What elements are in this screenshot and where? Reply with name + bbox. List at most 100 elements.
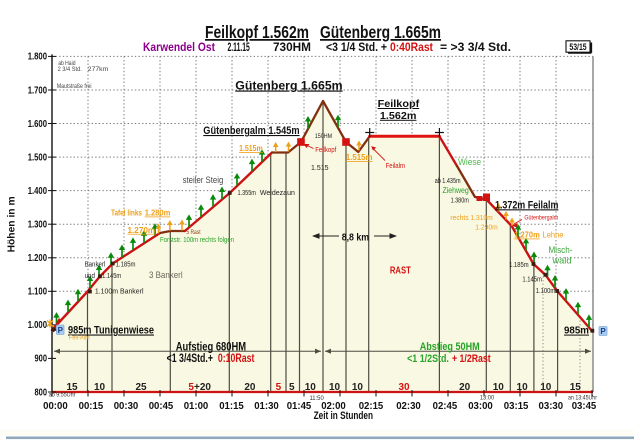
svg-text:900: 900	[35, 354, 48, 365]
svg-text:= >3 3/4 Std.: = >3 3/4 Std.	[440, 42, 511, 54]
svg-text:730HM: 730HM	[273, 42, 311, 54]
svg-text:02:15: 02:15	[359, 401, 384, 412]
svg-text:1.280m: 1.280m	[145, 209, 171, 218]
svg-text:2 3/4 Std.: 2 3/4 Std.	[58, 66, 82, 73]
svg-text:1.145m: 1.145m	[522, 277, 542, 284]
svg-text:Feil-Alm: Feil-Alm	[69, 335, 90, 342]
svg-text:1.290m: 1.290m	[475, 222, 498, 231]
svg-text:Karwendel Ost: Karwendel Ost	[143, 42, 215, 54]
svg-text:00:00: 00:00	[43, 401, 68, 412]
svg-text:01:15: 01:15	[219, 401, 244, 412]
svg-text:1.355m: 1.355m	[238, 190, 257, 197]
svg-text:1.185m: 1.185m	[509, 262, 529, 269]
svg-text:Misch-: Misch-	[549, 245, 573, 256]
svg-text:+ 1/2Rast: + 1/2Rast	[452, 353, 491, 365]
svg-text:5: 5	[289, 382, 295, 393]
svg-text:11:50: 11:50	[309, 395, 324, 402]
svg-text:Aufstieg 680HM: Aufstieg 680HM	[176, 341, 246, 353]
svg-text:1.515m: 1.515m	[346, 153, 373, 162]
svg-text:Bankerl: Bankerl	[85, 261, 106, 268]
svg-text:und: und	[85, 273, 95, 280]
svg-text:20: 20	[244, 382, 256, 393]
svg-text:20: 20	[459, 382, 471, 393]
svg-text:0:40Rast: 0:40Rast	[390, 42, 433, 54]
svg-text:277km: 277km	[88, 66, 108, 73]
svg-text:1.515m: 1.515m	[239, 144, 263, 153]
svg-text:985m Tunigenwiese: 985m Tunigenwiese	[68, 325, 154, 337]
svg-text:10: 10	[493, 382, 505, 393]
svg-text:1.700: 1.700	[28, 85, 48, 96]
svg-text:Feilalm: Feilalm	[386, 163, 406, 170]
svg-text:00:30: 00:30	[114, 401, 139, 412]
svg-text:P: P	[600, 327, 606, 336]
svg-text:Tafel links: Tafel links	[111, 209, 142, 218]
svg-text:Abstieg 50HM: Abstieg 50HM	[420, 341, 480, 353]
svg-text:02:00: 02:00	[321, 401, 346, 412]
svg-text:Wiese: Wiese	[458, 157, 481, 167]
svg-text:<1 1/2Std.: <1 1/2Std.	[407, 353, 449, 365]
svg-text:Forststr. 100m rechts folgen: Forststr. 100m rechts folgen	[160, 235, 234, 244]
svg-text:985m: 985m	[564, 326, 589, 337]
svg-text:Feilkopf: Feilkopf	[315, 147, 336, 154]
svg-text:25: 25	[135, 382, 147, 393]
svg-text:5: 5	[276, 382, 282, 393]
svg-text:10: 10	[517, 382, 529, 393]
svg-text:Zeit in Stunden: Zeit in Stunden	[314, 410, 374, 422]
svg-text:13:00: 13:00	[480, 395, 495, 402]
svg-text:8,8 km: 8,8 km	[342, 232, 369, 244]
svg-text:800: 800	[35, 387, 48, 398]
svg-text:03:15: 03:15	[504, 401, 529, 412]
svg-text:Gütenberg 1.665m: Gütenberg 1.665m	[320, 22, 441, 42]
svg-text:2.11.15: 2.11.15	[228, 42, 251, 54]
svg-text:Gütenberg 1.665m: Gütenberg 1.665m	[235, 80, 342, 93]
svg-text:10: 10	[305, 382, 317, 393]
svg-text:03:45: 03:45	[572, 401, 597, 412]
svg-text:1.100: 1.100	[28, 287, 48, 298]
svg-text:rechts 1.310m: rechts 1.310m	[450, 213, 492, 222]
svg-text:10: 10	[94, 382, 106, 393]
svg-text:01:00: 01:00	[184, 401, 209, 412]
svg-text:Gütenbergalm 1.545m: Gütenbergalm 1.545m	[203, 125, 299, 137]
svg-text:10: 10	[352, 382, 364, 393]
svg-text:0:10Rast: 0:10Rast	[218, 353, 255, 365]
svg-text:150HM: 150HM	[315, 133, 332, 140]
svg-text:01:30: 01:30	[254, 401, 279, 412]
svg-text:3 Bankerl: 3 Bankerl	[149, 270, 183, 280]
svg-text:02:30: 02:30	[396, 401, 421, 412]
svg-text:1.500: 1.500	[28, 152, 48, 163]
svg-text:P: P	[58, 326, 64, 335]
svg-text:Höhen in m: Höhen in m	[6, 196, 18, 252]
svg-text:1.270m: 1.270m	[514, 231, 540, 240]
svg-text:1.515: 1.515	[311, 165, 329, 172]
svg-text:1.185m: 1.185m	[116, 261, 136, 268]
svg-text:Ziehweg: Ziehweg	[443, 185, 470, 195]
svg-text:RAST: RAST	[390, 264, 411, 276]
svg-text:5+20: 5+20	[188, 382, 211, 393]
svg-text:an 13:45Uhr: an 13:45Uhr	[568, 395, 597, 402]
svg-text:ab Haid: ab Haid	[58, 60, 76, 67]
svg-text:15: 15	[66, 382, 78, 393]
svg-text:ab 1.435m: ab 1.435m	[435, 178, 461, 185]
svg-text:wald: wald	[552, 256, 572, 267]
svg-text:1.100m Bankerl: 1.100m Bankerl	[95, 289, 144, 296]
svg-text:00:45: 00:45	[149, 401, 174, 412]
svg-text:1.200: 1.200	[28, 253, 48, 264]
svg-text:ab 9:55Uhr: ab 9:55Uhr	[49, 392, 76, 399]
svg-text:01:45: 01:45	[287, 401, 312, 412]
svg-text:Feilkopf 1.562m: Feilkopf 1.562m	[205, 22, 309, 42]
svg-text:00:15: 00:15	[79, 401, 104, 412]
svg-text:<3 1/4 Std. +: <3 1/4 Std. +	[326, 42, 387, 54]
svg-text:Weidezaun: Weidezaun	[260, 190, 295, 197]
svg-text:1.300: 1.300	[28, 220, 48, 231]
svg-text:1.100m: 1.100m	[536, 288, 556, 295]
svg-text:53/15: 53/15	[569, 42, 587, 53]
svg-text:10: 10	[540, 382, 552, 393]
svg-text:<1 3/4Std.+: <1 3/4Std.+	[167, 353, 214, 365]
svg-text:1.800: 1.800	[28, 52, 48, 63]
svg-text:1.372m Feilalm: 1.372m Feilalm	[495, 199, 559, 211]
svg-text:5 Rast: 5 Rast	[186, 229, 200, 236]
svg-text:1.380m: 1.380m	[451, 198, 469, 205]
svg-text:1.400: 1.400	[28, 186, 48, 197]
svg-text:1.562m: 1.562m	[380, 111, 417, 122]
svg-text:1.270m: 1.270m	[128, 226, 156, 235]
